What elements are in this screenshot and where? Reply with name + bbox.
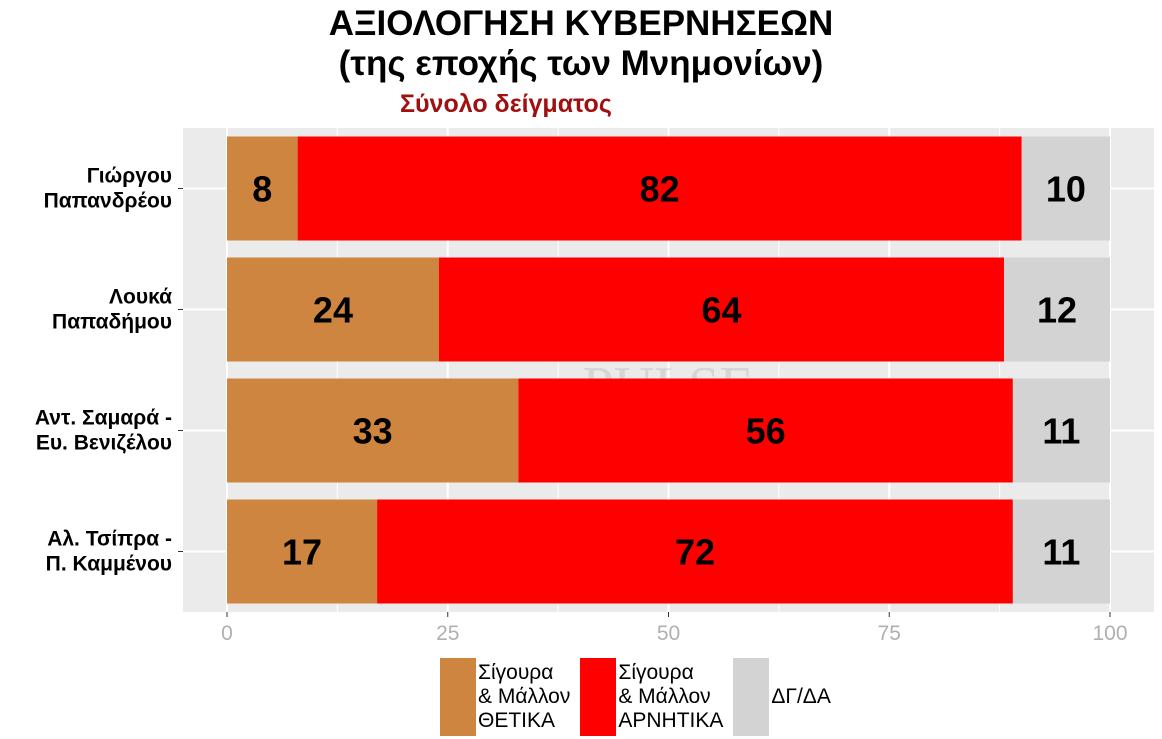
category-label: Π. Καμμένου: [46, 553, 172, 576]
bar-value-label: 11: [1042, 532, 1080, 573]
stacked-bar-chart: PULSERESEARCH & CONSULTING88210ΓιώργουΠα…: [35, 128, 1154, 645]
bar-value-label: 10: [1046, 169, 1086, 210]
chart-subtitle: Σύνολο δείγματος: [400, 90, 612, 118]
legend-label: Σίγουρα & Μάλλον ΘΕΤΙΚΑ: [478, 661, 571, 732]
bar-negative: [518, 378, 1013, 483]
category-label: Παπαδήμου: [52, 311, 172, 334]
category-label: Αλ. Τσίπρα -: [47, 528, 172, 551]
legend-label: Σίγουρα & Μάλλον ΑΡΝΗΤΙΚΑ: [618, 661, 724, 732]
x-tick-label: 50: [657, 622, 680, 645]
x-tick-label: 0: [221, 622, 233, 645]
chart-title: ΑΞΙΟΛΟΓΗΣΗ ΚΥΒΕΡΝΗΣΕΩΝ: [328, 4, 834, 43]
bar-value-label: 56: [746, 411, 786, 452]
bar-value-label: 72: [675, 532, 715, 573]
legend-swatch: [733, 658, 770, 736]
bar-value-label: 11: [1042, 411, 1080, 452]
bar-value-label: 12: [1037, 290, 1077, 331]
bar-positive: [227, 378, 519, 483]
category-label: Παπανδρέου: [44, 190, 172, 213]
bar-value-label: 33: [353, 411, 393, 452]
legend-item-negative: Σίγουρα & Μάλλον ΑΡΝΗΤΙΚΑ: [580, 658, 729, 736]
bar-positive: [227, 136, 298, 241]
category-label: Ευ. Βενιζέλου: [36, 432, 172, 455]
bar-value-label: 17: [282, 532, 322, 573]
bar-dk: [1021, 136, 1110, 241]
x-tick-label: 25: [436, 622, 459, 645]
bar-dk: [1012, 378, 1110, 483]
bar-negative: [377, 499, 1013, 604]
chart-title-line2: (της εποχής των Μνημονίων): [338, 44, 824, 83]
category-label: Γιώργου: [87, 165, 172, 188]
legend-swatch: [580, 658, 617, 736]
legend-swatch: [440, 658, 476, 736]
bar-value-label: 82: [640, 169, 680, 210]
x-tick-label: 75: [878, 622, 901, 645]
bar-negative: [297, 136, 1022, 241]
bar-value-label: 8: [252, 169, 272, 210]
bar-positive: [227, 257, 439, 362]
legend-item-positive: Σίγουρα & Μάλλον ΘΕΤΙΚΑ: [440, 658, 576, 736]
legend-item-dk: ΔΓ/ΔΑ: [733, 658, 836, 736]
x-tick-label: 100: [1092, 622, 1127, 645]
category-label: Λουκά: [109, 286, 172, 309]
bar-negative: [438, 257, 1005, 362]
bar-value-label: 64: [701, 290, 741, 331]
chart-legend: Σίγουρα & Μάλλον ΘΕΤΙΚΑ Σίγουρα & Μάλλον …: [440, 658, 841, 736]
bar-value-label: 24: [313, 290, 353, 331]
bar-dk: [1004, 257, 1110, 362]
category-label: Αντ. Σαμαρά -: [35, 407, 172, 430]
bar-positive: [227, 499, 378, 604]
legend-label: ΔΓ/ΔΑ: [771, 685, 831, 708]
bar-dk: [1012, 499, 1110, 604]
